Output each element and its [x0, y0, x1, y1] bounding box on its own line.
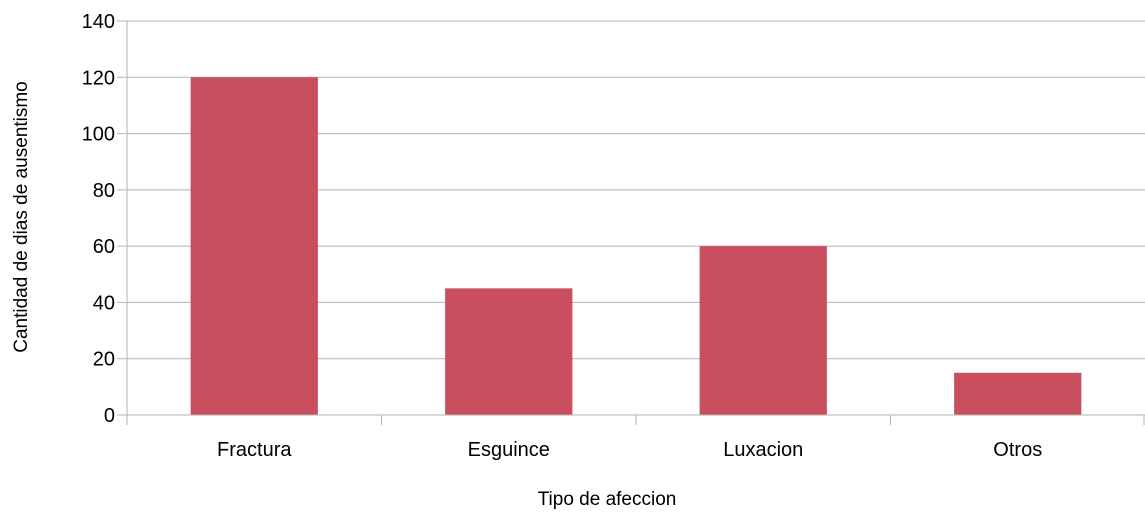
x-category-label: Fractura	[217, 439, 292, 461]
bars	[190, 77, 1082, 416]
y-axis-title: Cantidad de dias de ausentismo	[11, 81, 32, 352]
y-tick-label: 40	[93, 292, 115, 314]
bar-otros	[954, 372, 1082, 415]
axes	[126, 21, 1145, 425]
x-axis-title: Tipo de afeccion	[538, 489, 677, 510]
bar-luxacion	[699, 246, 827, 415]
x-category-label: Otros	[993, 439, 1042, 461]
y-tick-label: 60	[93, 236, 115, 258]
y-tick-label: 100	[82, 124, 115, 146]
x-category-label: Luxacion	[723, 439, 803, 461]
y-tick-label: 120	[82, 67, 115, 89]
x-category-label: Esguince	[468, 439, 550, 461]
bar-fractura	[190, 77, 318, 416]
y-tick-label: 140	[82, 11, 115, 33]
bar-esguince	[445, 288, 573, 415]
y-tick-label: 0	[104, 405, 115, 427]
y-tick-label: 80	[93, 180, 115, 202]
y-tick-label: 20	[93, 349, 115, 371]
x-category-labels: Fractura Esguince Luxacion Otros	[217, 439, 1042, 461]
y-tick-labels: 0 20 40 60 80 100 120 140	[82, 11, 115, 427]
